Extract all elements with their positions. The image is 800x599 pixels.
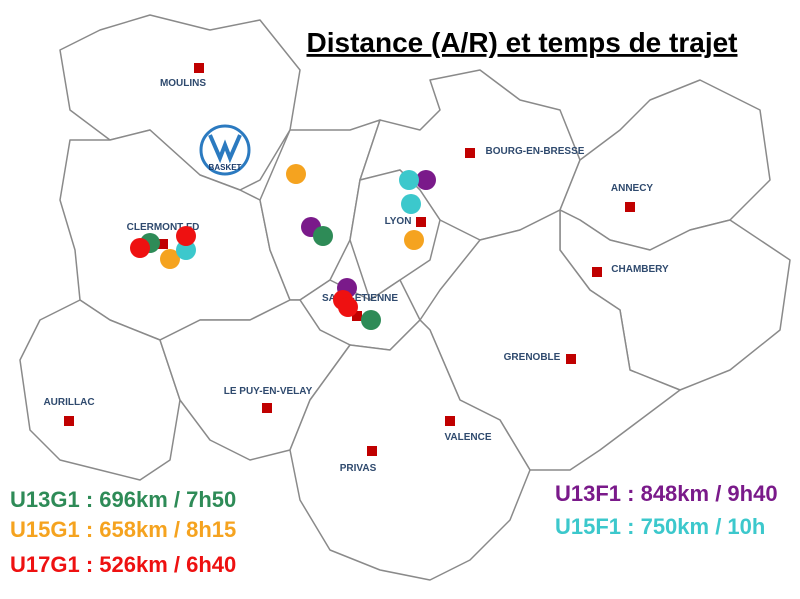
legend-entry: U13F1 : 848km / 9h40 xyxy=(555,481,778,506)
city-label: CLERMONT-FD xyxy=(127,222,200,233)
city-label: PRIVAS xyxy=(340,463,377,474)
departments xyxy=(19,14,791,581)
team-markers xyxy=(130,164,436,330)
team-marker xyxy=(176,240,196,260)
team-marker xyxy=(401,194,421,214)
logo: BASKET xyxy=(199,124,251,176)
cities: MOULINS BOURG-EN-BRESSE ANNECY CLERMONT-FD L… xyxy=(43,63,669,474)
city-marker xyxy=(445,416,455,426)
city-label: CHAMBERY xyxy=(611,264,669,275)
team-marker xyxy=(130,238,150,258)
map-title: Distance (A/R) et temps de trajet xyxy=(307,27,738,58)
city-label: MOULINS xyxy=(160,78,206,89)
city-label: SAINT-ETIENNE xyxy=(322,293,398,304)
city-marker xyxy=(158,239,168,249)
logo-text: BASKET xyxy=(209,163,242,172)
team-marker xyxy=(313,226,333,246)
logo-mark xyxy=(208,134,242,164)
city-marker xyxy=(352,311,362,321)
team-marker xyxy=(160,249,180,269)
city-marker xyxy=(64,416,74,426)
city-marker xyxy=(566,354,576,364)
city-label: ANNECY xyxy=(611,183,654,194)
legend-entry: U15G1 : 658km / 8h15 xyxy=(10,517,236,542)
city-label: LE PUY-EN-VELAY xyxy=(224,386,313,397)
city-marker xyxy=(465,148,475,158)
team-marker xyxy=(361,310,381,330)
team-marker xyxy=(338,297,358,317)
city-marker xyxy=(416,217,426,227)
legend-entry: U15F1 : 750km / 10h xyxy=(555,514,765,539)
city-marker xyxy=(262,403,272,413)
team-marker xyxy=(286,164,306,184)
team-marker xyxy=(416,170,436,190)
city-label: AURILLAC xyxy=(43,397,94,408)
city-label: LYON xyxy=(385,216,412,227)
city-label: BOURG-EN-BRESSE xyxy=(486,146,585,157)
city-marker xyxy=(194,63,204,73)
legend-entry: U17G1 : 526km / 6h40 xyxy=(10,552,236,577)
legend-entry: U13G1 : 696km / 7h50 xyxy=(10,487,236,512)
team-marker xyxy=(399,170,419,190)
city-label: VALENCE xyxy=(444,432,491,443)
city-marker xyxy=(625,202,635,212)
team-marker xyxy=(404,230,424,250)
city-marker xyxy=(592,267,602,277)
city-marker xyxy=(367,446,377,456)
city-label: GRENOBLE xyxy=(504,352,561,363)
team-marker xyxy=(176,226,196,246)
legend: U13G1 : 696km / 7h50 U15G1 : 658km / 8h15… xyxy=(10,481,778,577)
